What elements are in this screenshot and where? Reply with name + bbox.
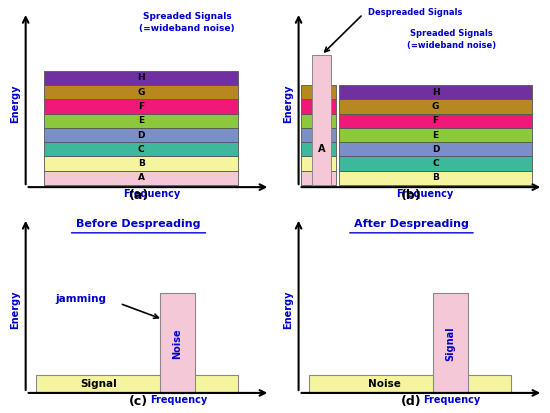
Text: (c): (c) [129,395,148,408]
Bar [339,171,532,185]
Text: Noise: Noise [368,379,401,389]
Text: After Despreading: After Despreading [354,219,469,229]
Text: Spreaded Signals: Spreaded Signals [142,12,232,21]
Text: G: G [138,88,145,97]
Bar [339,142,532,157]
Bar [301,85,336,99]
Text: E: E [433,131,439,140]
Text: Energy: Energy [283,290,293,329]
Bar [301,157,336,171]
Bar [339,99,532,114]
Text: A: A [138,173,145,183]
Text: (b): (b) [401,189,422,202]
Bar [301,99,336,114]
Text: Signal: Signal [80,379,117,389]
Text: Energy: Energy [283,84,293,123]
Text: E: E [138,116,144,125]
Text: Frequency: Frequency [396,189,454,199]
Text: H: H [138,73,145,82]
Text: G: G [432,102,439,111]
Bar [309,375,511,393]
Text: (=wideband noise): (=wideband noise) [139,24,235,33]
Text: jamming: jamming [56,294,106,304]
Text: B: B [432,173,439,183]
Bar [339,128,532,142]
Text: Frequency: Frequency [123,189,180,199]
Text: Despreaded Signals: Despreaded Signals [368,7,463,17]
Text: F: F [138,102,144,111]
Bar [45,114,238,128]
Bar [339,85,532,99]
Bar [45,99,238,114]
Text: D: D [432,145,439,154]
Bar [45,128,238,142]
Text: H: H [432,88,439,97]
Text: (d): (d) [401,395,422,408]
Text: C: C [138,145,145,154]
Text: Signal: Signal [446,326,455,361]
Bar [36,375,238,393]
Text: Frequency: Frequency [150,395,207,405]
Text: F: F [433,116,439,125]
Bar [433,294,468,393]
Text: Frequency: Frequency [423,395,480,405]
Text: Energy: Energy [10,84,20,123]
Text: Before Despreading: Before Despreading [76,219,201,229]
Text: (a): (a) [128,189,148,202]
Text: Noise: Noise [173,328,183,358]
Bar [45,85,238,99]
Bar [339,157,532,171]
Text: (=wideband noise): (=wideband noise) [407,41,496,50]
Bar [301,171,336,185]
Bar [160,294,195,393]
Text: B: B [138,159,145,168]
Bar [301,128,336,142]
Text: D: D [138,131,145,140]
Bar [312,55,331,185]
Bar [301,142,336,157]
Bar [45,142,238,157]
Bar [45,157,238,171]
Text: Spreaded Signals: Spreaded Signals [410,29,493,38]
Text: C: C [432,159,439,168]
Bar [45,171,238,185]
Bar [45,71,238,85]
Text: Energy: Energy [10,290,20,329]
Bar [301,114,336,128]
Bar [339,114,532,128]
Text: A: A [318,144,325,154]
